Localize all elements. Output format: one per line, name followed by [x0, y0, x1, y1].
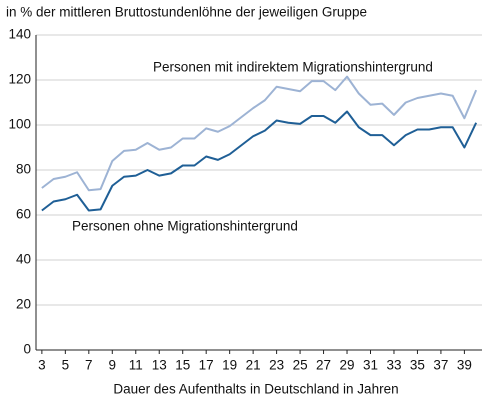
- x-axis-label: Dauer des Aufenthalts in Deutschland in …: [113, 382, 398, 397]
- x-tick-label: 31: [363, 358, 378, 373]
- x-tick-label: 13: [152, 358, 167, 373]
- y-tick-label: 100: [8, 117, 31, 132]
- x-tick-label: 15: [175, 358, 190, 373]
- x-tick-label: 27: [316, 358, 331, 373]
- x-tick-label: 11: [129, 358, 143, 373]
- series-line: [41, 75, 478, 192]
- series-line: [41, 110, 478, 212]
- x-tick-label: 35: [410, 358, 425, 373]
- series-label: Personen ohne Migrationshintergrund: [72, 219, 298, 234]
- x-tick-label: 21: [246, 358, 261, 373]
- x-tick-label: 29: [340, 358, 355, 373]
- x-tick-label: 5: [62, 358, 70, 373]
- x-tick-label: 9: [109, 358, 117, 373]
- x-tick-label: 7: [85, 358, 93, 373]
- y-tick-label: 60: [16, 207, 31, 222]
- series-label: Personen mit indirektem Migrationshinter…: [153, 60, 433, 75]
- y-tick-label: 140: [8, 27, 31, 42]
- x-tick-label: 3: [38, 358, 46, 373]
- x-tick-label: 25: [293, 358, 308, 373]
- y-tick-label: 40: [16, 252, 31, 267]
- x-tick-label: 23: [269, 358, 284, 373]
- x-tick-label: 39: [457, 358, 472, 373]
- y-tick-label: 80: [16, 162, 31, 177]
- x-tick-label: 17: [199, 358, 214, 373]
- x-tick-label: 33: [386, 358, 401, 373]
- x-tick-label: 19: [222, 358, 237, 373]
- y-tick-label: 20: [16, 297, 31, 312]
- chart-title: in % der mittleren Bruttostundenlöhne de…: [6, 5, 367, 20]
- y-tick-label: 120: [8, 72, 31, 87]
- x-tick-label: 37: [433, 358, 448, 373]
- y-tick-label: 0: [23, 342, 31, 357]
